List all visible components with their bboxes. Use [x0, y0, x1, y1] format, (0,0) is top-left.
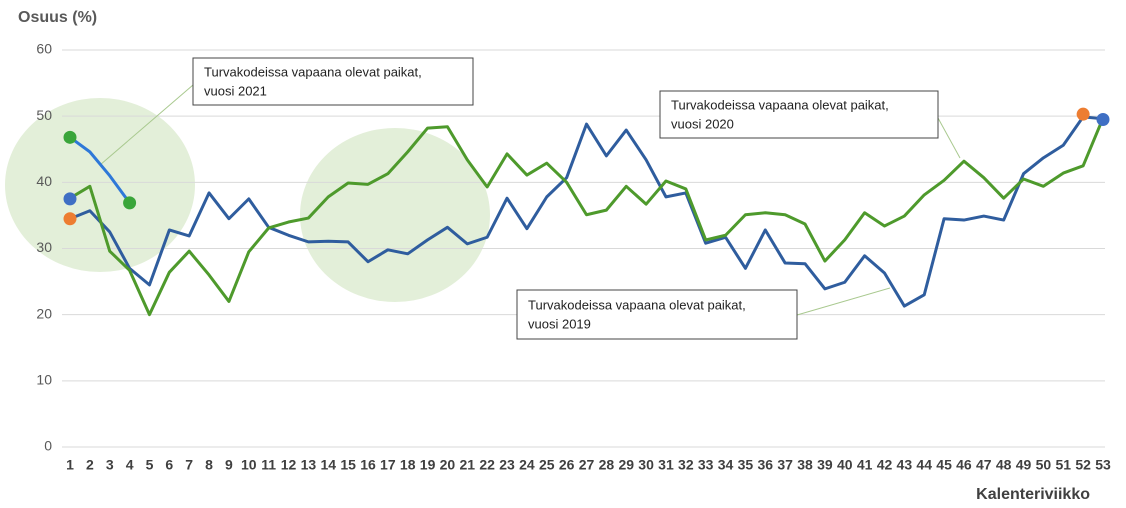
- x-tick-label: 28: [599, 457, 615, 473]
- annotation-box: [516, 289, 798, 340]
- y-tick-label: 60: [36, 41, 52, 57]
- x-tick-label: 46: [956, 457, 972, 473]
- x-tick-label: 45: [936, 457, 952, 473]
- x-tick-label: 52: [1075, 457, 1091, 473]
- x-tick-label: 36: [757, 457, 773, 473]
- x-tick-label: 5: [146, 457, 154, 473]
- x-tick-label: 51: [1055, 457, 1071, 473]
- y-tick-label: 20: [36, 305, 52, 321]
- annotation-text: vuosi 2021: [204, 83, 267, 98]
- x-tick-label: 10: [241, 457, 257, 473]
- highlight: [5, 98, 195, 272]
- x-tick-label: 6: [165, 457, 173, 473]
- x-tick-label: 11: [261, 457, 276, 473]
- marker: [63, 130, 77, 144]
- annotation: Turvakodeissa vapaana olevat paikat, vuo…: [516, 289, 798, 340]
- x-tick-label: 30: [638, 457, 654, 473]
- x-tick-label: 37: [777, 457, 793, 473]
- x-tick-label: 23: [499, 457, 515, 473]
- x-tick-label: 48: [996, 457, 1012, 473]
- x-tick-label: 17: [380, 457, 396, 473]
- x-tick-label: 4: [126, 457, 134, 473]
- x-tick-label: 32: [678, 457, 694, 473]
- marker: [1096, 112, 1110, 126]
- leader-line: [796, 287, 891, 316]
- x-tick-label: 3: [106, 457, 114, 473]
- annotation-text: Turvakodeissa vapaana olevat paikat,: [204, 64, 422, 79]
- x-tick-label: 29: [618, 457, 634, 473]
- x-tick-label: 40: [837, 457, 853, 473]
- x-tick-label: 41: [857, 457, 873, 473]
- marker: [1076, 107, 1090, 121]
- y-tick-label: 30: [36, 239, 52, 255]
- series-line: [69, 117, 1105, 317]
- x-tick-label: 1: [66, 457, 74, 473]
- marker: [63, 212, 77, 226]
- x-tick-label: 50: [1036, 457, 1052, 473]
- x-tick-label: 33: [698, 457, 714, 473]
- x-tick-label: 21: [460, 457, 476, 473]
- series-line: [69, 115, 1104, 308]
- x-tick-label: 9: [225, 457, 233, 473]
- x-tick-label: 35: [738, 457, 754, 473]
- x-tick-label: 2: [86, 457, 94, 473]
- x-tick-label: 26: [559, 457, 575, 473]
- annotation-text: Turvakodeissa vapaana olevat paikat,: [671, 97, 889, 112]
- x-tick-label: 43: [897, 457, 913, 473]
- x-tick-label: 39: [817, 457, 833, 473]
- marker: [123, 196, 137, 210]
- y-tick-label: 40: [36, 173, 52, 189]
- x-tick-label: 27: [579, 457, 595, 473]
- annotation-text: vuosi 2019: [528, 316, 591, 331]
- x-tick-label: 18: [400, 457, 416, 473]
- highlight: [300, 128, 490, 302]
- x-tick-label: 16: [360, 457, 376, 473]
- x-tick-label: 42: [877, 457, 893, 473]
- leader-line: [99, 84, 194, 166]
- series-line: [69, 136, 131, 204]
- x-tick-label: 13: [301, 457, 317, 473]
- x-tick-label: 53: [1095, 457, 1111, 473]
- x-tick-label: 7: [185, 457, 193, 473]
- y-tick-label: 0: [44, 438, 52, 454]
- annotation-text: Turvakodeissa vapaana olevat paikat,: [528, 297, 746, 312]
- x-tick-label: 8: [205, 457, 213, 473]
- annotation: Turvakodeissa vapaana olevat paikat, vuo…: [192, 57, 474, 106]
- y-tick-label: 10: [36, 372, 52, 388]
- x-tick-label: 20: [440, 457, 456, 473]
- annotation: Turvakodeissa vapaana olevat paikat, vuo…: [659, 90, 939, 139]
- x-tick-label: 49: [1016, 457, 1032, 473]
- x-tick-label: 38: [797, 457, 813, 473]
- annotation-box: [659, 90, 939, 139]
- x-tick-label: 12: [281, 457, 297, 473]
- y-tick-label: 50: [36, 107, 52, 123]
- x-tick-label: 44: [916, 457, 932, 473]
- x-tick-label: 47: [976, 457, 992, 473]
- x-tick-label: 14: [320, 457, 336, 473]
- x-axis-title: Kalenteriviikko: [976, 486, 1090, 503]
- x-tick-label: 25: [539, 457, 555, 473]
- annotation-box: [192, 57, 474, 106]
- x-tick-label: 22: [479, 457, 495, 473]
- x-tick-label: 34: [718, 457, 734, 473]
- x-tick-label: 15: [340, 457, 356, 473]
- marker: [63, 192, 77, 206]
- x-tick-label: 24: [519, 457, 535, 473]
- y-axis-title: Osuus (%): [18, 9, 97, 26]
- x-tick-label: 31: [658, 457, 674, 473]
- x-tick-label: 19: [420, 457, 436, 473]
- leader-line: [937, 117, 961, 159]
- annotation-text: vuosi 2020: [671, 116, 734, 131]
